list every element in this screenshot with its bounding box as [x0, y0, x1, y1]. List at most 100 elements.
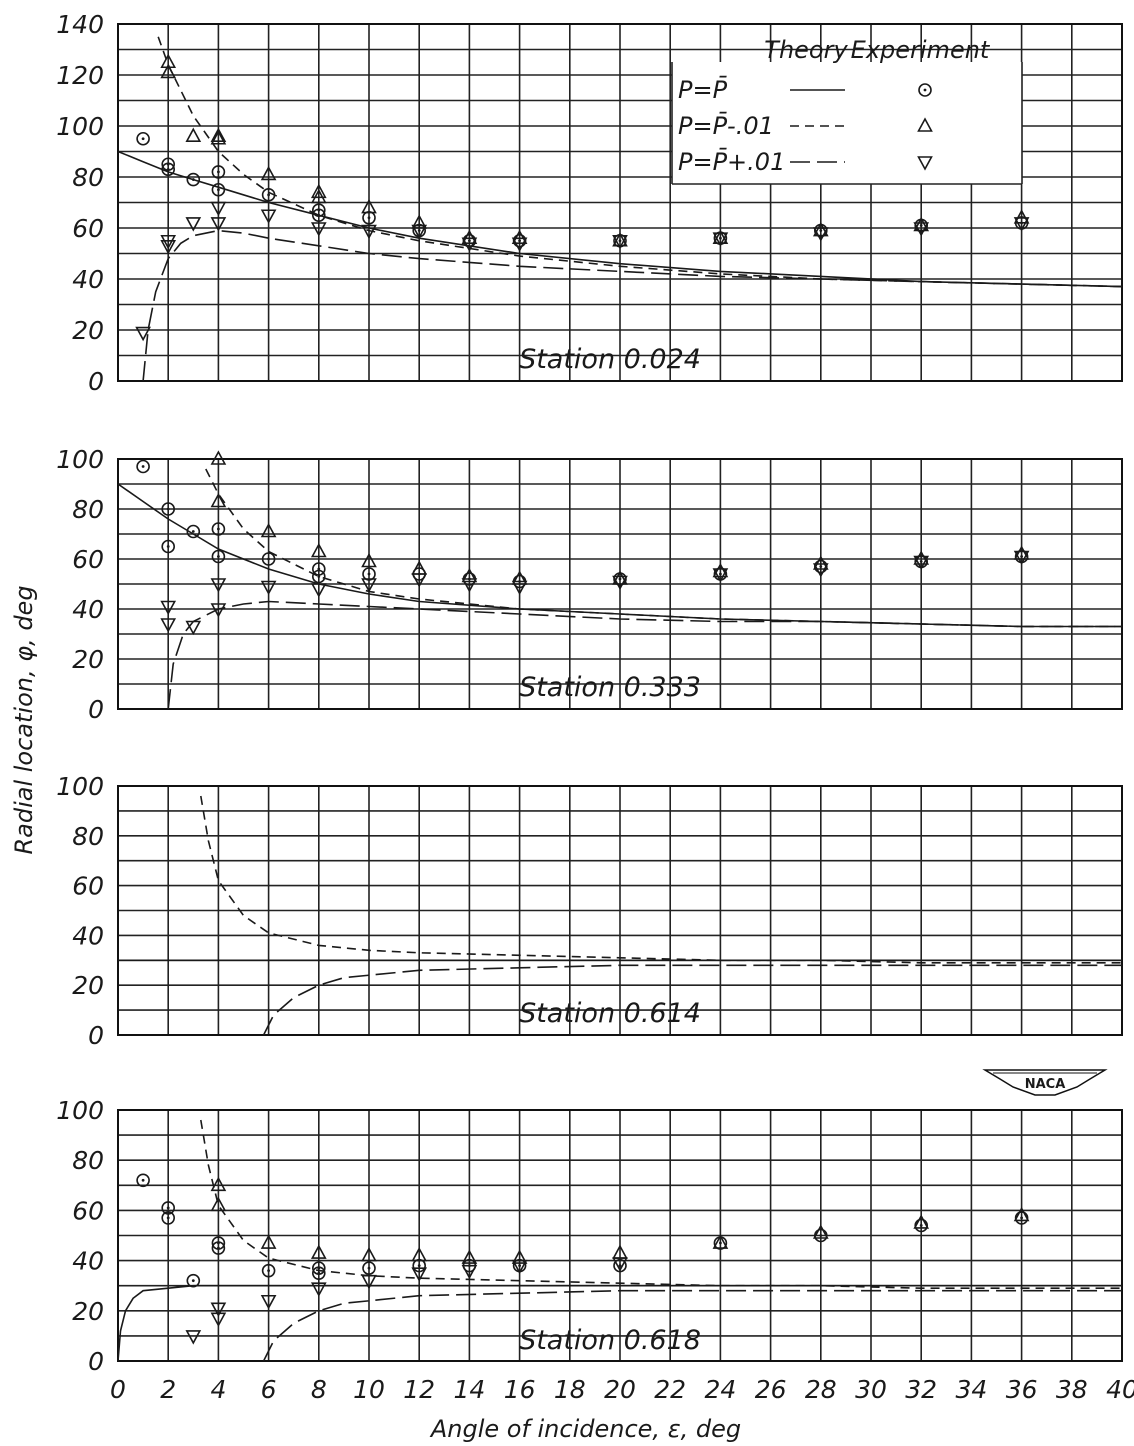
x-tick-label: 36 — [1006, 1375, 1038, 1404]
data-point-triangle-up — [712, 1234, 729, 1249]
data-point-triangle-up — [411, 1246, 428, 1262]
data-point-triangle-down — [511, 1259, 528, 1275]
x-tick-label: 24 — [704, 1375, 736, 1404]
data-point-triangle-down — [511, 237, 528, 252]
data-point-circle-center — [317, 575, 321, 578]
data-point-triangle-up — [185, 127, 202, 142]
y-tick-label: 0 — [88, 1021, 104, 1050]
data-point-circle-center — [1020, 1216, 1023, 1220]
legend-marker-triangle-up — [917, 117, 933, 132]
data-point-circle-center — [1020, 555, 1023, 558]
data-point-circle-center — [417, 229, 421, 232]
data-point-triangle-up — [712, 229, 729, 244]
plot-frame — [117, 23, 1123, 382]
data-point-triangle-down — [461, 237, 478, 252]
data-point-circle — [136, 1173, 150, 1188]
data-point-triangle-down — [310, 222, 327, 237]
station-label: Station 0.024 — [519, 344, 701, 375]
data-point-circle — [136, 459, 150, 474]
station-label: Station 0.618 — [519, 1325, 701, 1356]
y-tick-label: 0 — [88, 1347, 104, 1376]
data-point-circle — [362, 567, 376, 581]
gridlines — [118, 786, 1122, 1035]
y-axis-title: Radial location, φ, deg — [10, 585, 38, 854]
x-axis-title: Angle of incidence, ε, deg — [429, 1415, 741, 1443]
y-tick-label: 80 — [72, 495, 104, 524]
data-point-triangle-down — [913, 555, 930, 571]
data-point-triangle-down — [612, 234, 628, 250]
legend-background — [672, 62, 1022, 184]
data-point-triangle-down — [1013, 550, 1030, 566]
x-tick-label: 8 — [311, 1375, 327, 1404]
y-tick-label: 40 — [72, 265, 104, 294]
data-point-circle-center — [191, 530, 195, 533]
y-tick-label: 40 — [72, 1247, 104, 1276]
data-point-triangle-down — [160, 234, 177, 250]
y-tick-label: 40 — [72, 595, 104, 624]
data-point-triangle-up — [812, 555, 829, 570]
data-point-circle — [161, 162, 175, 177]
data-point-triangle-up — [210, 1176, 227, 1192]
theory-curve — [262, 964, 1122, 1036]
data-point-circle-center — [141, 1178, 145, 1182]
data-point-circle — [362, 1261, 376, 1275]
data-point-circle — [211, 522, 226, 536]
data-point-circle — [161, 1201, 175, 1215]
y-tick-label: 60 — [72, 872, 104, 901]
theory-curve — [142, 229, 1123, 382]
x-tick-label: 34 — [955, 1375, 987, 1404]
data-point-triangle-down — [210, 1312, 227, 1328]
y-tick-label: 0 — [88, 367, 104, 396]
data-point-circle — [161, 1211, 175, 1225]
data-point-circle-center — [367, 1266, 371, 1270]
data-point-circle-center — [819, 1234, 823, 1237]
data-point-circle — [261, 1263, 276, 1278]
data-point-triangle-up — [210, 130, 227, 145]
data-point-circle — [136, 131, 150, 146]
data-point-circle-center — [191, 1279, 195, 1283]
plot-frame — [117, 1109, 1123, 1362]
plot-frame — [117, 458, 1123, 710]
legend-header-theory: Theory — [764, 36, 848, 64]
data-point-triangle-up — [260, 165, 277, 181]
data-point-circle-center — [217, 527, 220, 531]
data-point-circle-center — [417, 1264, 421, 1268]
data-point-circle — [161, 539, 175, 554]
data-point-triangle-up — [1013, 1206, 1030, 1222]
data-point-triangle-down — [260, 1294, 277, 1310]
y-tick-label: 100 — [56, 772, 104, 801]
data-point-triangle-down — [361, 1274, 377, 1290]
data-point-triangle-down — [411, 224, 428, 240]
data-point-circle-center — [367, 216, 371, 220]
data-point-circle — [311, 562, 326, 576]
data-point-triangle-up — [913, 550, 930, 565]
y-tick-label: 100 — [56, 1096, 104, 1125]
data-point-triangle-down — [160, 600, 177, 616]
theory-curve — [117, 150, 1123, 288]
legend-entry-label: P=P̄ — [678, 75, 728, 104]
data-point-circle — [211, 182, 226, 197]
data-point-circle-center — [166, 167, 170, 171]
y-tick-label: 80 — [72, 1146, 104, 1175]
data-point-circle-center — [819, 565, 823, 568]
data-point-triangle-down — [411, 573, 428, 588]
x-tick-label: 18 — [554, 1375, 586, 1404]
x-tick-label: 6 — [261, 1375, 277, 1404]
data-point-triangle-down — [913, 222, 930, 237]
x-tick-label: 26 — [755, 1375, 787, 1404]
data-point-triangle-down — [185, 1330, 202, 1345]
data-point-circle-center — [317, 213, 321, 217]
data-point-circle-center — [719, 1241, 722, 1245]
data-point-triangle-up — [612, 570, 628, 585]
data-point-triangle-up — [1013, 209, 1030, 224]
data-point-circle — [311, 569, 326, 584]
x-tick-label: 0 — [110, 1375, 126, 1404]
data-point-circle-center — [618, 239, 622, 243]
data-point-triangle-up — [812, 221, 829, 237]
data-point-triangle-down — [461, 1264, 478, 1280]
data-point-triangle-up — [511, 229, 528, 244]
data-point-triangle-down — [185, 217, 202, 232]
y-tick-label: 60 — [72, 1196, 104, 1225]
